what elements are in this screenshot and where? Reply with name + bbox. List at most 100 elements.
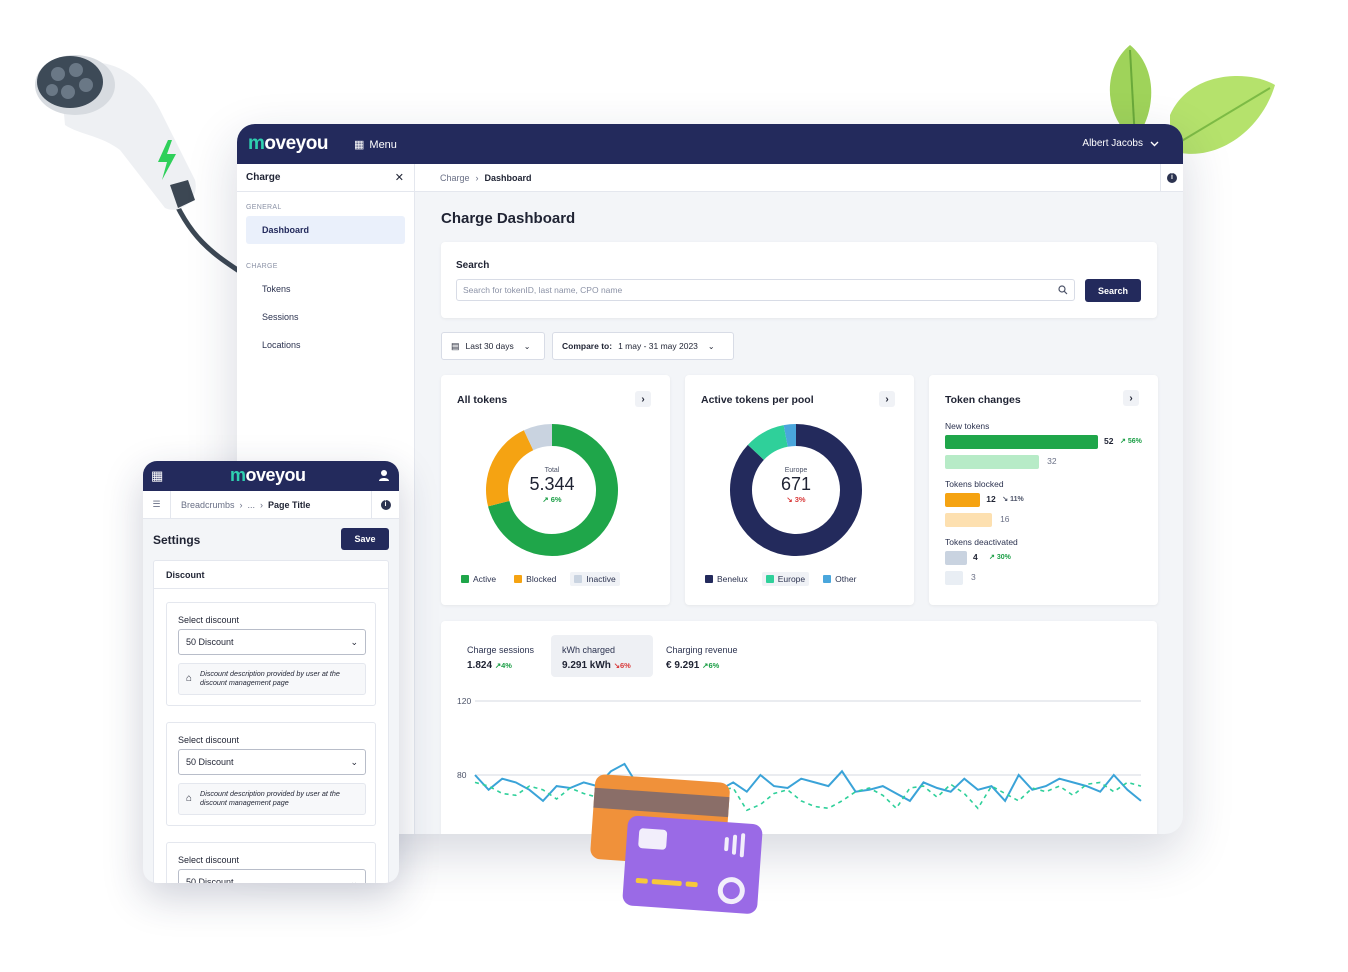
legend-other[interactable]: Other	[819, 572, 860, 586]
chevron-down-icon: ⌄	[350, 756, 358, 767]
arrow-down-icon: ↘	[786, 495, 793, 504]
discount-select[interactable]: 50 Discount ⌄	[178, 749, 366, 775]
sidebar-group-charge: CHARGE	[246, 263, 278, 270]
info-button[interactable]: i	[1160, 164, 1183, 191]
all-tokens-donut	[486, 424, 618, 556]
pool-tokens-card: Active tokens per pool › Europe 671 ↘ 3%…	[685, 375, 914, 605]
info-icon: i	[1167, 172, 1177, 183]
menu-button[interactable]: ▦ Menu	[354, 138, 397, 152]
arrow-up-icon: ↗	[542, 495, 549, 504]
discount-description: ⌂ Discount description provided by user a…	[178, 663, 366, 695]
token-change-previous: 16	[1000, 514, 1010, 524]
user-menu[interactable]: Albert Jacobs	[1082, 138, 1159, 149]
chevron-right-icon[interactable]: ›	[1123, 390, 1139, 406]
pool-tokens-segment-benelux[interactable]	[730, 424, 862, 556]
all-tokens-segment-active[interactable]	[488, 424, 618, 556]
info-button[interactable]: i	[371, 491, 399, 518]
pool-tokens-total: 671	[780, 474, 812, 494]
sidebar-header: Charge ✕	[237, 164, 414, 192]
chevron-right-icon: ›	[239, 499, 243, 510]
discount-box: Select discount 50 Discount ⌄	[166, 842, 376, 883]
chevron-right-icon: ›	[475, 172, 479, 183]
chevron-down-icon: ⌄	[707, 341, 715, 351]
top-navigation-bar: moveyou ▦ Menu Albert Jacobs	[237, 124, 1183, 164]
arrow-up-icon: ↗	[989, 554, 997, 561]
arrow-down-icon: ↘	[1002, 496, 1011, 503]
breadcrumb-current: Dashboard	[484, 172, 532, 183]
save-button[interactable]: Save	[341, 528, 389, 550]
pool-tokens-segment-europe[interactable]	[747, 425, 789, 461]
legend-europe[interactable]: Europe	[761, 572, 810, 586]
compare-select[interactable]: Compare to: 1 may - 31 may 2023 ⌄	[552, 332, 734, 360]
sidebar-item-dashboard[interactable]: Dashboard	[246, 216, 405, 244]
token-change-previous: 3	[971, 572, 976, 582]
all-tokens-segment-blocked[interactable]	[486, 430, 534, 507]
legend-inactive[interactable]: Inactive	[570, 572, 620, 586]
tag-icon: ⌂	[186, 793, 193, 804]
token-change-bar-previous[interactable]	[945, 455, 1040, 469]
close-icon[interactable]: ✕	[394, 172, 404, 184]
chevron-right-icon[interactable]: ›	[879, 391, 895, 407]
all-tokens-segment-inactive[interactable]	[523, 424, 553, 451]
grid-icon[interactable]: ▦	[151, 468, 164, 483]
token-change-bar-current[interactable]	[945, 493, 981, 507]
sidebar-item-tokens[interactable]: Tokens	[262, 284, 291, 294]
token-change-percent: ↘ 11%	[1002, 496, 1024, 503]
legend-active[interactable]: Active	[457, 572, 500, 586]
token-change-bar-current[interactable]	[945, 551, 967, 565]
search-card: Search Search for tokenID, last name, CP…	[441, 242, 1157, 318]
kpi-charge-sessions[interactable]: Charge sessions 1.824 ↗4%	[467, 645, 535, 671]
token-change-bar-current[interactable]	[945, 435, 1098, 449]
settings-title: Settings	[153, 533, 201, 547]
mobile-top-bar: ▦ moveyou	[143, 461, 399, 491]
search-input[interactable]: Search for tokenID, last name, CPO name	[456, 279, 1075, 301]
breadcrumb-parent[interactable]: Charge	[440, 172, 470, 183]
discount-select[interactable]: 50 Discount ⌄	[178, 629, 366, 655]
search-label: Search	[456, 260, 490, 271]
kpi-charging-revenue[interactable]: Charging revenue € 9.291 ↗6%	[666, 645, 738, 671]
select-discount-label: Select discount	[178, 855, 240, 865]
token-change-bar-previous[interactable]	[945, 571, 963, 585]
legend-benelux[interactable]: Benelux	[701, 572, 752, 586]
breadcrumb-root[interactable]: Breadcrumbs	[181, 499, 235, 510]
token-change-label: Tokens blocked	[945, 479, 1004, 489]
chevron-right-icon: ›	[260, 499, 264, 510]
search-button[interactable]: Search	[1085, 279, 1141, 302]
token-change-previous: 32	[1047, 456, 1057, 466]
pool-tokens-legend: Benelux Europe Other	[701, 572, 860, 586]
metrics-chart-card: Charge sessions 1.824 ↗4% kWh charged 9.…	[441, 621, 1157, 834]
breadcrumb: Charge › Dashboard i	[415, 164, 1183, 192]
arrow-up-icon: ↗	[1120, 438, 1128, 445]
date-range-select[interactable]: ▤ Last 30 days ⌄	[441, 332, 545, 360]
series-line-current	[474, 762, 1142, 803]
moveyou-logo[interactable]: moveyou	[230, 465, 306, 485]
arrow-up-icon: ↗	[494, 661, 502, 670]
info-icon: i	[380, 499, 391, 510]
token-changes-title: Token changes	[945, 394, 1021, 406]
pool-tokens-title: Active tokens per pool	[701, 394, 814, 406]
token-change-bar-previous[interactable]	[945, 513, 993, 527]
kpi-kwh-charged[interactable]: kWh charged 9.291 kWh ↘6%	[551, 635, 653, 677]
chevron-down-icon: ⌄	[523, 341, 531, 351]
sidebar-item-locations[interactable]: Locations	[262, 340, 301, 350]
legend-blocked[interactable]: Blocked	[510, 572, 560, 586]
token-change-current: 12	[986, 494, 996, 504]
pool-tokens-segment-other[interactable]	[783, 424, 797, 447]
discount-select[interactable]: 50 Discount ⌄	[178, 869, 366, 883]
all-tokens-total: 5.344	[529, 474, 575, 494]
moveyou-logo[interactable]: moveyou	[248, 133, 328, 154]
all-tokens-card: All tokens › Total 5.344 ↗ 6% Active Blo…	[441, 375, 670, 605]
dashboard-window: moveyou ▦ Menu Albert Jacobs Charge ✕ GE…	[237, 124, 1183, 834]
sidebar-item-sessions[interactable]: Sessions	[262, 312, 299, 322]
user-icon[interactable]	[378, 469, 390, 482]
token-change-label: New tokens	[945, 421, 990, 431]
chevron-right-icon[interactable]: ›	[635, 391, 651, 407]
mobile-window: ▦ moveyou ☰ Breadcrumbs › ... › Page Tit…	[143, 461, 399, 883]
ev-charger-illustration	[35, 55, 247, 278]
leaves-illustration	[1109, 45, 1275, 154]
token-change-current: 52	[1104, 436, 1114, 446]
arrow-up-icon: ↗	[702, 661, 709, 670]
token-change-current: 4	[973, 552, 978, 562]
hamburger-icon[interactable]: ☰	[143, 491, 171, 518]
calendar-icon: ▤	[451, 340, 460, 351]
